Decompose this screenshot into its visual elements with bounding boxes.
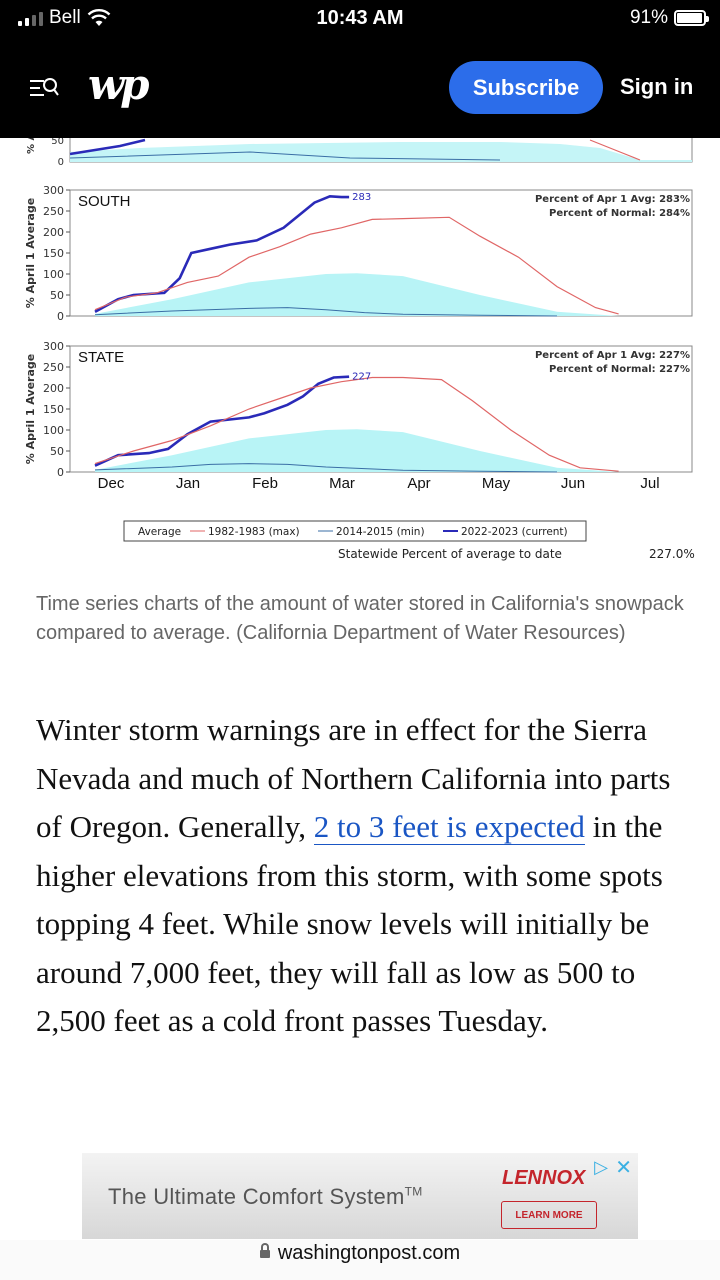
series-min-line [94,463,558,473]
url-text: washingtonpost.com [277,1242,461,1264]
y-tick-label: 300 [43,184,64,197]
panel-south: 0 50 100 150 200 250 300 % April 1 Average SOUTH… [24,184,693,323]
y-tick-label: 150 [43,247,64,260]
current-value-label: 283 [352,192,371,203]
ad-banner[interactable]: The Ultimate Comfort SystemTM LENNOX LEA… [82,1153,638,1239]
chart-legend: Average 1982-1983 (max) 2014-2015 (min) … [123,520,587,542]
panel-info-avg: Percent of Apr 1 Avg: 283% [535,194,690,205]
statewide-label: Statewide Percent of average to date [338,547,562,561]
top-tick-0: 0 [58,157,64,168]
y-tick-label: 200 [43,382,64,395]
signal-icon [18,10,43,26]
carrier: Bell [18,7,111,29]
panel-title: SOUTH [78,193,131,210]
top-panel-partial: 50 0 % A [26,138,693,168]
x-tick-label: May [482,475,511,492]
wp-logo[interactable]: wp [88,60,149,109]
paragraph-text-2: in the higher elevations from this storm… [36,809,663,1038]
ad-brand: LENNOX [502,1167,586,1189]
battery: 91% [629,7,709,29]
status-bar: Bell 10:43 AM 91% [0,0,720,38]
panel-info-normal: Percent of Normal: 227% [549,364,690,375]
inline-link[interactable]: 2 to 3 feet is expected [313,809,585,845]
panel-state: 0 50 100 150 200 250 300 % April 1 Average STATE… [24,340,693,479]
legend-average: Average [138,526,181,538]
y-tick-label: 250 [43,205,64,218]
series-average-area [95,429,619,472]
ad-close-icon[interactable]: ✕ [615,1157,632,1179]
adchoices-icon[interactable]: ▷ [594,1157,608,1177]
x-tick-label: Jun [561,475,585,492]
snowpack-chart: 50 0 % A 0 50 100 150 200 250 300 % April 1 Ave… [0,138,720,568]
y-axis-label: % April 1 Average [24,198,37,308]
paragraph-text-1: Winter storm warnings are in effect for … [36,712,671,844]
chart-caption: Time series charts of the amount of wate… [36,593,684,644]
series-max-line [94,376,619,472]
y-tick-label: 0 [57,310,64,323]
site-header: wp Subscribe Sign in [0,38,720,138]
lock-icon [259,1243,270,1258]
y-tick-label: 250 [43,361,64,374]
y-tick-label: 0 [57,466,64,479]
battery-icon [674,10,709,26]
ad-learn-more-button[interactable]: LEARN MORE [501,1201,597,1229]
series-current-line [94,375,350,467]
panel-info-normal: Percent of Normal: 284% [549,208,690,219]
legend-current: 2022-2023 (current) [461,526,568,538]
y-tick-label: 300 [43,340,64,353]
carrier-name: Bell [49,7,81,28]
y-tick-label: 150 [43,403,64,416]
y-tick-label: 100 [43,424,64,437]
y-tick-label: 200 [43,226,64,239]
series-max-line [94,216,619,315]
x-tick-label: Dec [98,475,125,492]
menu-search-icon[interactable] [30,74,60,102]
sign-in-link[interactable]: Sign in [620,74,694,99]
chart-svg: 50 0 % A 0 50 100 150 200 250 300 % April 1 Ave… [24,138,695,561]
battery-percent: 91% [629,7,668,28]
series-average-area [95,273,619,316]
panel-title: STATE [78,349,124,366]
article-paragraph: Winter storm warnings are in effect for … [36,706,696,1046]
y-axis-label: % April 1 Average [24,354,37,464]
y-tick-label: 100 [43,268,64,281]
series-min-line [94,307,558,317]
x-tick-label: Jan [176,475,200,492]
current-value-label: 227 [352,372,371,383]
subscribe-button[interactable]: Subscribe [449,61,603,114]
panel-info-avg: Percent of Apr 1 Avg: 227% [535,350,690,361]
browser-url-bar[interactable]: washingtonpost.com [0,1240,720,1280]
y-tick-label: 50 [50,289,64,302]
wifi-icon [87,9,111,26]
x-tick-label: Jul [640,475,659,492]
statewide-value: 227.0% [649,547,695,561]
y-tick-label: 50 [50,445,64,458]
x-tick-label: Apr [407,475,430,492]
x-tick-label: Feb [252,475,278,492]
top-ylabel-fragment: % A [26,138,37,154]
top-tick-50: 50 [51,138,64,147]
legend-max: 1982-1983 (max) [208,526,300,538]
x-tick-label: Mar [329,475,355,492]
clock: 10:43 AM [316,7,404,29]
ad-headline: The Ultimate Comfort SystemTM [108,1184,423,1209]
legend-min: 2014-2015 (min) [336,526,425,538]
